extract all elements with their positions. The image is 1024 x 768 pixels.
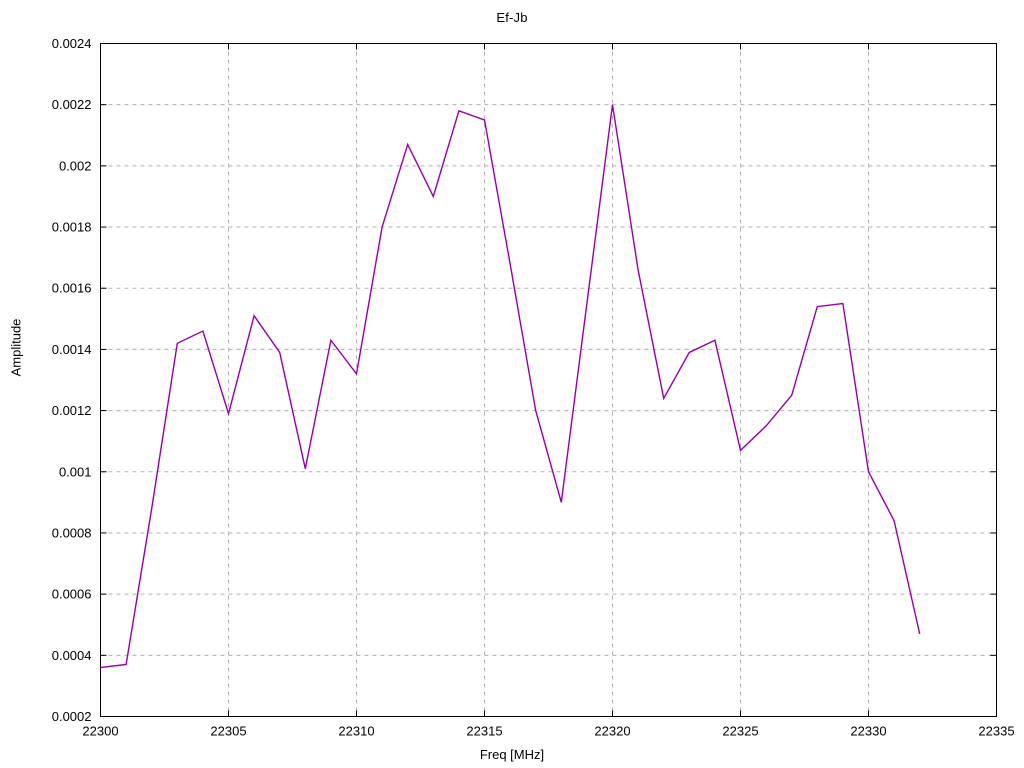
y-tick-label: 0.0018	[52, 220, 92, 235]
y-tick-label: 0.002	[59, 158, 92, 173]
y-tick-label: 0.0006	[52, 587, 92, 602]
x-tick-label: 22300	[82, 724, 118, 739]
x-tick-label: 22315	[466, 724, 502, 739]
x-tick-label: 22320	[594, 724, 630, 739]
tick-marks	[100, 43, 997, 717]
y-axis-tick-labels: 0.0002 0.0004 0.0006 0.0008 0.001 0.0012 0.001…	[52, 36, 92, 724]
y-tick-label: 0.0004	[52, 648, 92, 663]
x-tick-label: 22335	[978, 724, 1014, 739]
y-axis-label: Amplitude	[8, 318, 24, 377]
y-tick-label: 0.0024	[52, 36, 92, 51]
x-tick-label: 22305	[210, 724, 246, 739]
data-line-1	[100, 104, 921, 669]
axis-border	[100, 43, 997, 717]
x-tick-label: 22330	[850, 724, 886, 739]
y-tick-label: 0.0008	[52, 525, 92, 540]
chart-title: Ef-Jb	[496, 10, 528, 25]
x-axis-label: Freq [MHz]	[479, 747, 545, 762]
data-series-layer	[100, 104, 921, 669]
x-tick-label: 22310	[338, 724, 374, 739]
y-tick-label: 0.0022	[52, 97, 92, 112]
y-tick-label: 0.0016	[52, 281, 92, 296]
x-axis-tick-labels: 22300 22305 22310 22315 22320 22325 22330 22335	[82, 724, 1014, 739]
y-tick-label: 0.0014	[52, 342, 92, 357]
y-tick-label: 0.0012	[52, 403, 92, 418]
y-tick-label: 0.0002	[52, 709, 92, 724]
x-tick-label: 22325	[722, 724, 758, 739]
y-tick-label: 0.001	[59, 464, 92, 479]
grid-lines	[100, 43, 997, 717]
